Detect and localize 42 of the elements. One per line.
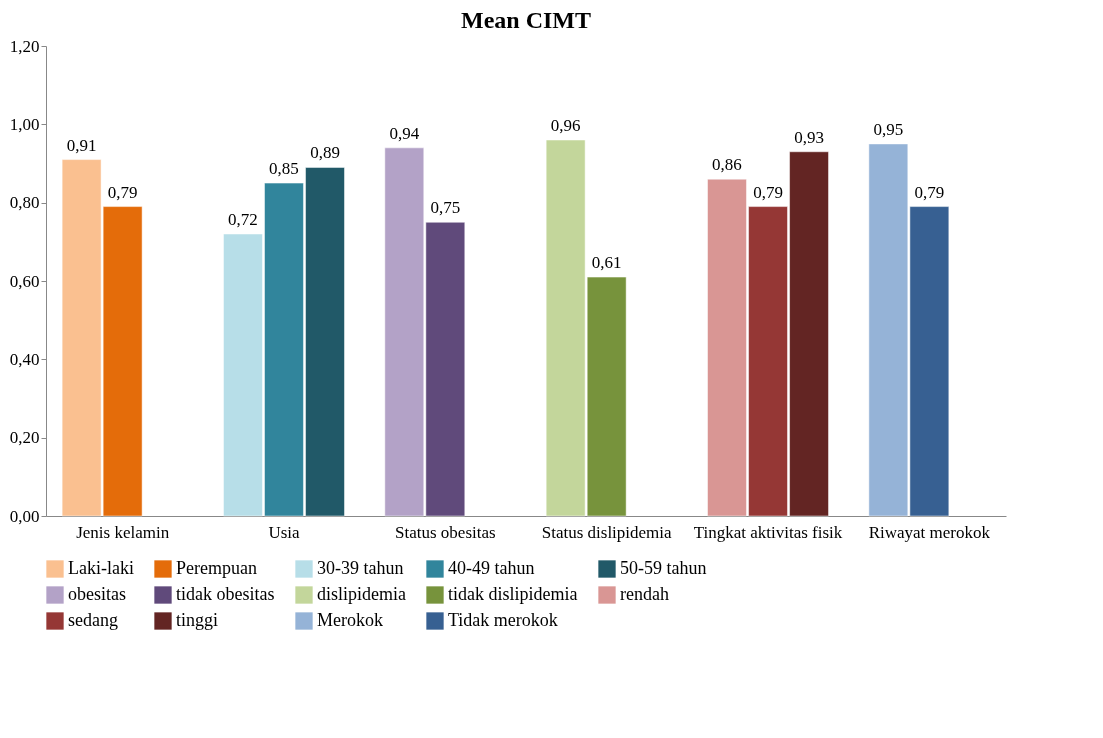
legend-label: obesitas — [68, 584, 126, 604]
data-label: 0,95 — [873, 119, 904, 139]
x-tick-label: Usia — [268, 522, 301, 542]
data-label: 0,89 — [310, 143, 340, 163]
data-label: 0,79 — [914, 182, 945, 202]
legend-label: Tidak merokok — [448, 610, 558, 630]
data-label: 0,85 — [269, 159, 299, 179]
chart-title: Mean CIMT — [461, 7, 591, 33]
x-tick-label: Tingkat aktivitas fisik — [693, 522, 843, 542]
legend-label: 30-39 tahun — [317, 558, 404, 578]
y-tick-label: 1,20 — [9, 36, 40, 56]
legend-label: tidak obesitas — [176, 584, 275, 604]
y-tick-label: 0,80 — [9, 193, 40, 213]
legend-label: Perempuan — [176, 558, 257, 578]
y-tick-label: 0,60 — [9, 271, 40, 291]
data-label: 0,93 — [794, 127, 824, 147]
data-label: 0,96 — [550, 116, 581, 135]
x-tick-label: Status obesitas — [395, 522, 496, 542]
data-label: 0,79 — [107, 182, 138, 202]
legend-label: Merokok — [317, 610, 383, 630]
data-label: 0,79 — [753, 182, 783, 202]
y-tick-label: 0,20 — [9, 428, 40, 448]
legend-label: tinggi — [176, 610, 219, 630]
y-tick-label: 0,00 — [9, 506, 40, 526]
data-label: 0,94 — [389, 123, 420, 143]
legend-label: tidak dislipidemia — [448, 584, 578, 604]
x-tick-label: Riwayat merokok — [868, 522, 991, 542]
data-label: 0,75 — [430, 198, 461, 218]
legend-label: dislipidemia — [317, 584, 406, 604]
data-label: 0,86 — [712, 155, 742, 175]
x-tick-label: Status dislipidemia — [541, 522, 673, 542]
y-tick-label: 1,00 — [9, 114, 40, 134]
x-tick-label: Jenis kelamin — [76, 522, 170, 542]
data-label: 0,72 — [228, 210, 258, 229]
data-label: 0,61 — [591, 253, 622, 273]
data-label: 0,91 — [66, 135, 97, 155]
legend-label: 50-59 tahun — [620, 558, 707, 578]
legend-label: sedang — [68, 610, 118, 630]
legend-label: 40-49 tahun — [448, 558, 535, 578]
y-tick-label: 0,40 — [9, 349, 40, 369]
legend-label: rendah — [620, 584, 669, 604]
legend-label: Laki-laki — [68, 558, 134, 578]
